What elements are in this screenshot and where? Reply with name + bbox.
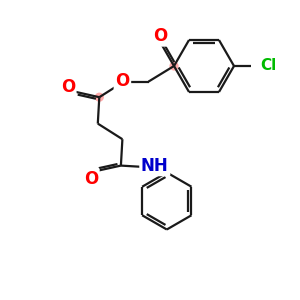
Text: O: O: [153, 27, 168, 45]
Text: Cl: Cl: [260, 58, 276, 74]
Text: O: O: [84, 169, 98, 188]
Text: O: O: [115, 72, 130, 90]
Text: O: O: [61, 78, 75, 96]
Text: NH: NH: [141, 157, 169, 175]
Circle shape: [95, 93, 103, 101]
Circle shape: [170, 62, 178, 70]
